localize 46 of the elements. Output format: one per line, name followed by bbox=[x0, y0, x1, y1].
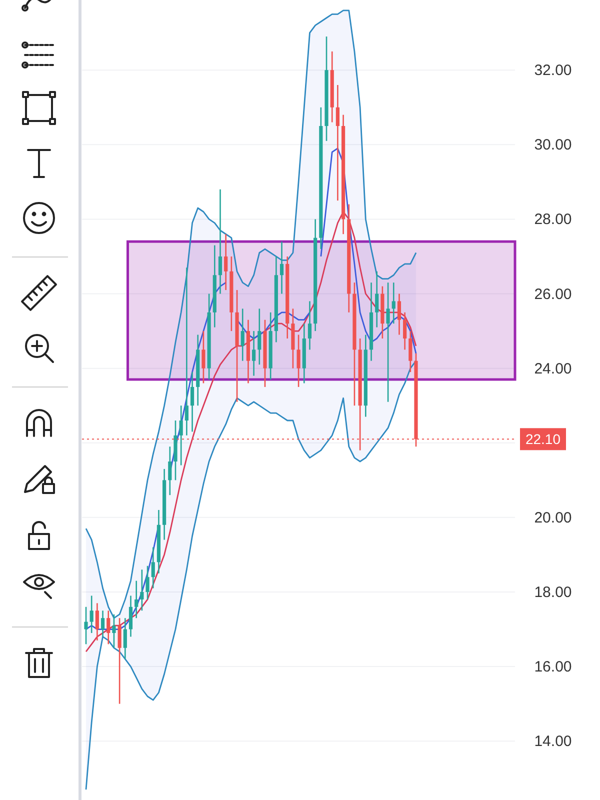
candlestick bbox=[280, 240, 284, 294]
y-tick-label: 28.00 bbox=[534, 211, 572, 228]
candlestick bbox=[386, 282, 390, 403]
y-tick-label: 24.00 bbox=[534, 360, 572, 378]
candlestick bbox=[296, 334, 300, 388]
candlestick bbox=[100, 610, 105, 638]
candlestick bbox=[123, 617, 127, 660]
candlestick bbox=[90, 595, 94, 634]
y-tick-label: 18.00 bbox=[534, 584, 572, 601]
y-tick-label: 30.00 bbox=[534, 136, 572, 154]
line-series bbox=[85, 10, 417, 619]
candlestick bbox=[218, 188, 222, 294]
candlestick bbox=[95, 602, 99, 642]
candlestick bbox=[336, 84, 340, 202]
candlestick bbox=[240, 308, 244, 362]
candlestick bbox=[392, 282, 396, 324]
candlestick bbox=[134, 580, 138, 619]
candlestick bbox=[224, 233, 228, 291]
candlestick bbox=[258, 308, 262, 366]
ref-line-label: 22.10 bbox=[525, 431, 561, 448]
candlestick bbox=[140, 568, 144, 612]
candlestick bbox=[146, 565, 150, 600]
candlestick bbox=[184, 267, 188, 436]
candlestick bbox=[397, 293, 402, 336]
y-tick-label: 32.00 bbox=[534, 62, 572, 80]
candlestick bbox=[151, 546, 155, 589]
candlestick bbox=[408, 330, 412, 373]
candlestick bbox=[84, 606, 88, 645]
y-tick-label: 26.00 bbox=[534, 286, 572, 303]
y-tick-label: 20.00 bbox=[534, 509, 572, 526]
candlestick bbox=[128, 595, 133, 638]
y-tick-label: 14.00 bbox=[534, 733, 572, 750]
candlestick bbox=[179, 404, 183, 466]
candlestick bbox=[112, 614, 116, 649]
candlestick bbox=[202, 330, 206, 384]
candlestick bbox=[118, 617, 122, 704]
candlestick bbox=[375, 270, 379, 328]
candlestick bbox=[308, 300, 312, 350]
line-series bbox=[85, 360, 417, 790]
candlestick bbox=[252, 330, 256, 376]
candlestick bbox=[190, 371, 194, 432]
candlestick bbox=[403, 312, 407, 350]
candlestick bbox=[106, 610, 110, 645]
y-tick-label: 16.00 bbox=[534, 658, 572, 676]
candlestick bbox=[168, 446, 172, 496]
line-series bbox=[85, 211, 417, 652]
